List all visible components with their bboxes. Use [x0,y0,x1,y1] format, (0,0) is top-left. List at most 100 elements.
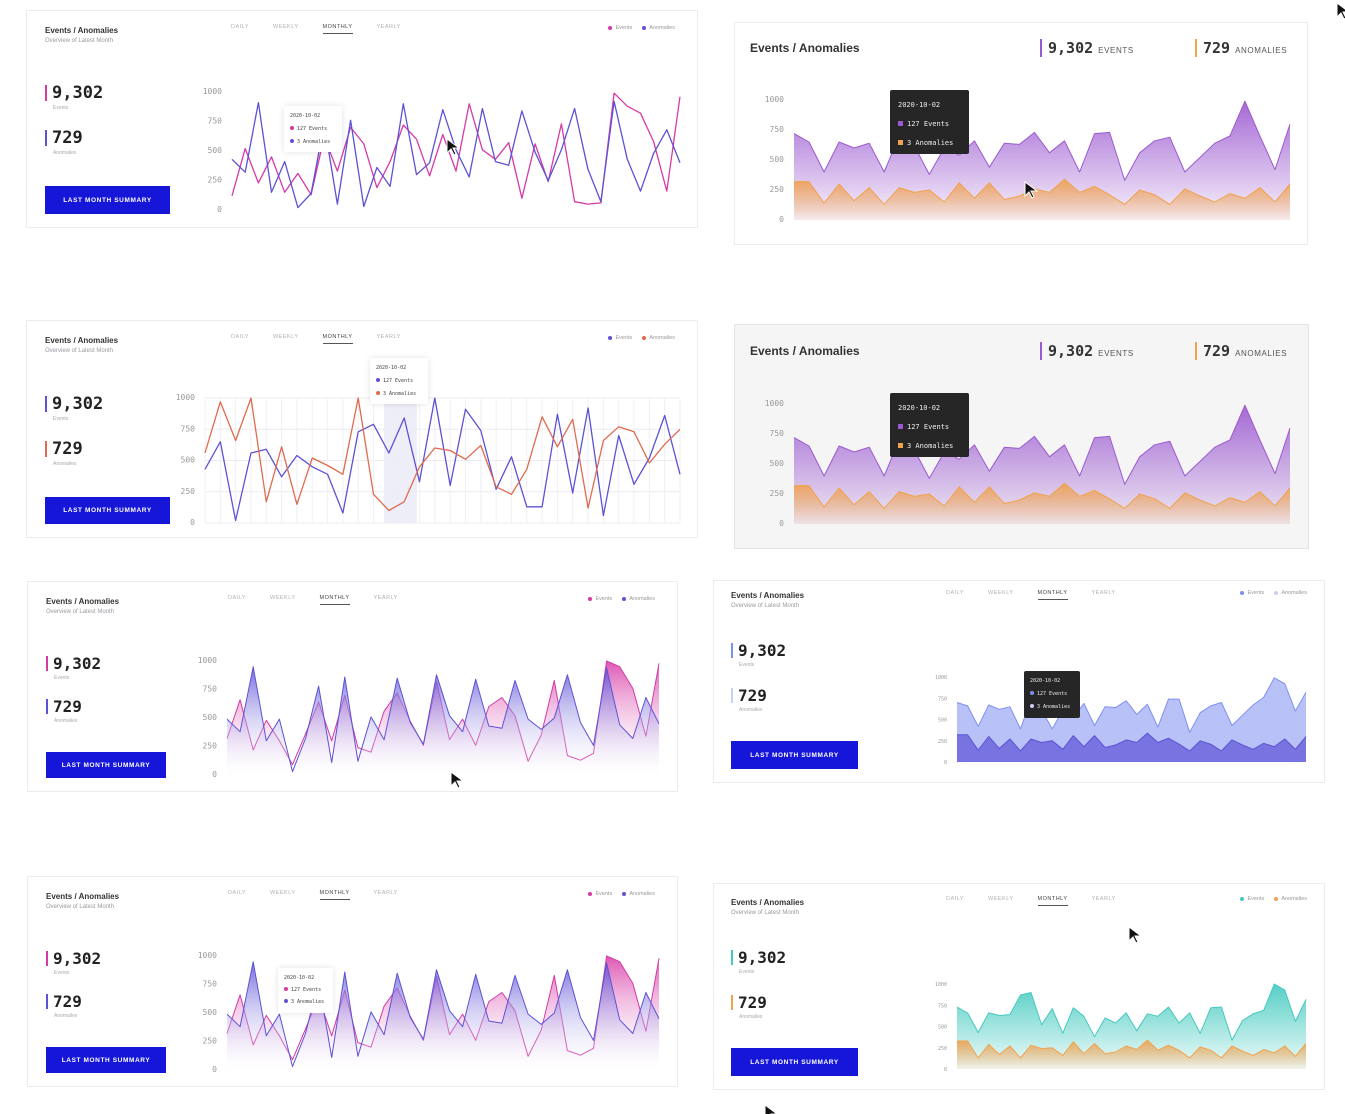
card-subtitle: Overview of Latest Month [731,910,800,916]
period-tabs: DAILY WEEKLY MONTHLY YEARLY [231,24,401,34]
tab-yearly[interactable]: YEARLY [1091,896,1116,902]
tab-weekly[interactable]: WEEKLY [988,590,1014,596]
last-month-summary-button[interactable]: LAST MONTH SUMMARY [46,1047,166,1073]
card-title: Events / Anomalies [46,892,120,901]
last-month-summary-button[interactable]: LAST MONTH SUMMARY [46,752,166,778]
anomalies-series-line [226,666,660,773]
y-tick-label: 750 [938,1003,947,1009]
tab-daily[interactable]: DAILY [231,334,249,340]
legend: Events Anomalies [1240,896,1307,902]
tooltip-anomalies: 3 Anomalies [284,996,327,1008]
tooltip-anomalies: 3 Anomalies [898,134,961,153]
events-anomalies-area-chart-4: 1000 750 500 250 0 [765,399,1291,528]
tab-daily[interactable]: DAILY [946,896,964,902]
events-stat: 9,302 Events [731,948,786,975]
y-tick-label: 750 [203,685,218,694]
anomalies-caption: Anomalies [54,1013,78,1019]
tooltip-events: 127 Events [290,123,336,136]
tab-daily[interactable]: DAILY [228,890,246,896]
anomalies-value: 729 [52,128,83,148]
mouse-cursor-icon [764,1104,778,1114]
anomalies-stat: 729 Anomalies [731,993,767,1020]
events-value: 9,302 [52,394,104,414]
tab-weekly[interactable]: WEEKLY [988,896,1014,902]
anomalies-header-stat: 729 ANOMALIES [1195,342,1287,360]
last-month-summary-button[interactable]: LAST MONTH SUMMARY [45,186,170,214]
events-series-line [793,100,1291,181]
tooltip-anomalies: 3 Anomalies [290,136,336,149]
tooltip-date: 2020-10-02 [1030,678,1061,684]
y-tick-label: 750 [181,424,196,433]
card-title: Events / Anomalies [750,344,860,358]
legend: Events Anomalies [588,891,655,897]
events-series-line [956,677,1307,733]
events-caption: Events [53,105,69,111]
tab-daily[interactable]: DAILY [231,24,249,30]
tab-yearly[interactable]: YEARLY [1091,590,1116,596]
tab-weekly[interactable]: WEEKLY [270,890,296,896]
events-anomalies-area-chart-5: 1000 750 500 250 0 [198,656,660,779]
last-month-summary-button[interactable]: LAST MONTH SUMMARY [45,497,170,524]
y-tick-label: 500 [938,1025,947,1031]
events-unit: EVENTS [1098,349,1134,358]
tab-monthly[interactable]: MONTHLY [319,595,350,605]
events-stat: 9,302 Events [731,641,786,668]
y-tick-label: 250 [203,742,218,751]
tooltip-date: 2020-10-02 [898,404,941,412]
tooltip-events: 127 Events [1030,688,1074,701]
mouse-cursor-icon [1336,2,1345,20]
tab-weekly[interactable]: WEEKLY [273,24,299,30]
tab-yearly[interactable]: YEARLY [373,890,398,896]
tab-yearly[interactable]: YEARLY [373,595,398,601]
events-area [957,984,1306,1069]
tab-weekly[interactable]: WEEKLY [273,334,299,340]
anomalies-caption: Anomalies [53,461,77,467]
anomalies-area [957,733,1306,762]
anomalies-value: 729 [738,686,767,705]
anomalies-caption: Anomalies [739,707,763,713]
tab-daily[interactable]: DAILY [228,595,246,601]
y-tick-label: 750 [770,125,785,134]
tab-daily[interactable]: DAILY [946,590,964,596]
last-month-summary-button[interactable]: LAST MONTH SUMMARY [731,741,858,769]
legend: Events Anomalies [1240,590,1307,596]
tooltip-4: 2020-10-02 127 Events 3 Anomalies [890,393,969,457]
tab-monthly[interactable]: MONTHLY [322,24,353,34]
card-title: Events / Anomalies [46,597,120,606]
last-month-summary-button[interactable]: LAST MONTH SUMMARY [731,1048,858,1076]
card-title: Events / Anomalies [45,26,119,35]
anomalies-stat: 729 Anomalies [46,992,82,1019]
y-tick-label: 500 [770,459,785,468]
tab-monthly[interactable]: MONTHLY [322,334,353,344]
y-tick-label: 500 [181,456,196,465]
tab-monthly[interactable]: MONTHLY [319,890,350,900]
y-tick-label: 0 [190,518,195,527]
tab-yearly[interactable]: YEARLY [376,24,401,30]
anomalies-value: 729 [1203,39,1231,57]
mouse-cursor-icon [1128,926,1142,944]
legend-events: Events [608,25,632,31]
y-tick-label: 500 [203,713,218,722]
events-value: 9,302 [53,949,102,968]
anomalies-caption: Anomalies [54,718,78,724]
anomalies-value: 729 [53,992,82,1011]
tab-yearly[interactable]: YEARLY [376,334,401,340]
events-series-line [793,404,1291,485]
tab-weekly[interactable]: WEEKLY [270,595,296,601]
anomalies-area [227,666,659,775]
events-caption: Events [739,662,755,668]
events-value: 9,302 [52,83,104,103]
y-tick-label: 0 [212,1065,217,1074]
tab-monthly[interactable]: MONTHLY [1037,896,1068,906]
tab-monthly[interactable]: MONTHLY [1037,590,1068,600]
tooltip-1: 2020-10-02 127 Events 3 Anomalies [284,106,342,152]
anomalies-area [227,961,659,1070]
y-tick-label: 1000 [765,399,784,408]
events-caption: Events [739,969,755,975]
events-value: 9,302 [1048,39,1094,57]
legend-anomalies: Anomalies [1274,896,1307,902]
anomalies-caption: Anomalies [53,150,77,156]
tooltip-anomalies: 3 Anomalies [376,388,422,401]
card-subtitle: Overview of Latest Month [731,603,800,609]
events-header-stat: 9,302 EVENTS [1040,342,1134,360]
